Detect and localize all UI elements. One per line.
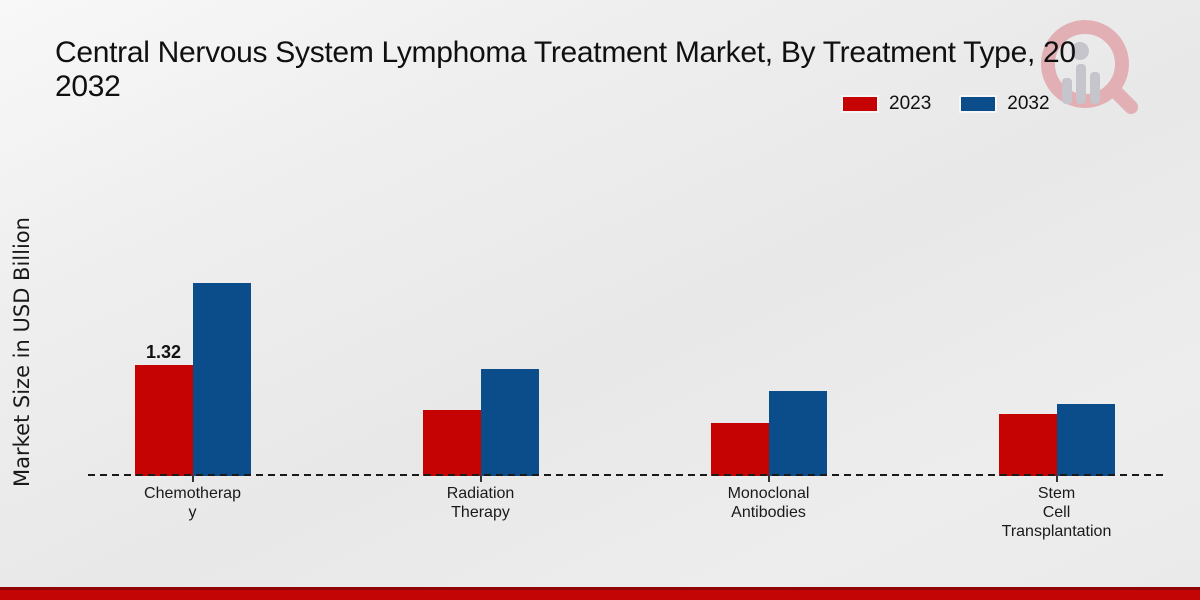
x-axis-tick bbox=[479, 476, 482, 482]
x-axis-tick bbox=[1055, 476, 1058, 482]
legend-label-2032: 2032 bbox=[1007, 93, 1050, 114]
legend: 2023 2032 bbox=[843, 93, 1050, 115]
category-label-group1: Chemotherap y bbox=[144, 485, 241, 521]
legend-swatch-2032 bbox=[961, 97, 996, 111]
bar-2032-group2 bbox=[480, 369, 539, 476]
category-label-group2: Radiation Therapy bbox=[446, 485, 515, 521]
category-label-group3: Monoclonal Antibodies bbox=[727, 485, 810, 521]
watermark-logo bbox=[1033, 8, 1143, 123]
logo-bar-icon bbox=[1090, 72, 1100, 104]
logo-dot-icon bbox=[1071, 42, 1089, 60]
bar-2023-group3 bbox=[710, 423, 769, 476]
bar-2032-group1 bbox=[192, 283, 251, 476]
bar-2023-group1 bbox=[134, 365, 193, 476]
category-label-group4: Stem Cell Transplantation bbox=[1001, 485, 1112, 540]
logo-bar-icon bbox=[1076, 64, 1086, 104]
legend-item-2032: 2032 bbox=[961, 93, 1050, 115]
chart-title-line1: Central Nervous System Lymphoma Treatmen… bbox=[55, 36, 1076, 69]
bar-2023-group4 bbox=[998, 414, 1057, 476]
bar-2032-group4 bbox=[1056, 404, 1115, 476]
chart-title-line2: 2032 bbox=[55, 70, 121, 103]
logo-bar-icon bbox=[1062, 78, 1072, 104]
chart-title: Central Nervous System Lymphoma Treatmen… bbox=[55, 36, 1200, 104]
footer-accent-bar bbox=[0, 587, 1200, 600]
legend-item-2023: 2023 bbox=[843, 93, 931, 115]
x-axis-zero-line bbox=[88, 474, 1164, 476]
legend-swatch-2023 bbox=[843, 97, 877, 111]
bar-2023-group2 bbox=[422, 410, 481, 476]
x-axis-tick bbox=[767, 476, 770, 482]
legend-label-2023: 2023 bbox=[889, 93, 932, 114]
bar-value-label: 1.32 bbox=[145, 342, 182, 362]
bar-2032-group3 bbox=[768, 391, 827, 476]
x-axis-tick bbox=[191, 476, 194, 482]
